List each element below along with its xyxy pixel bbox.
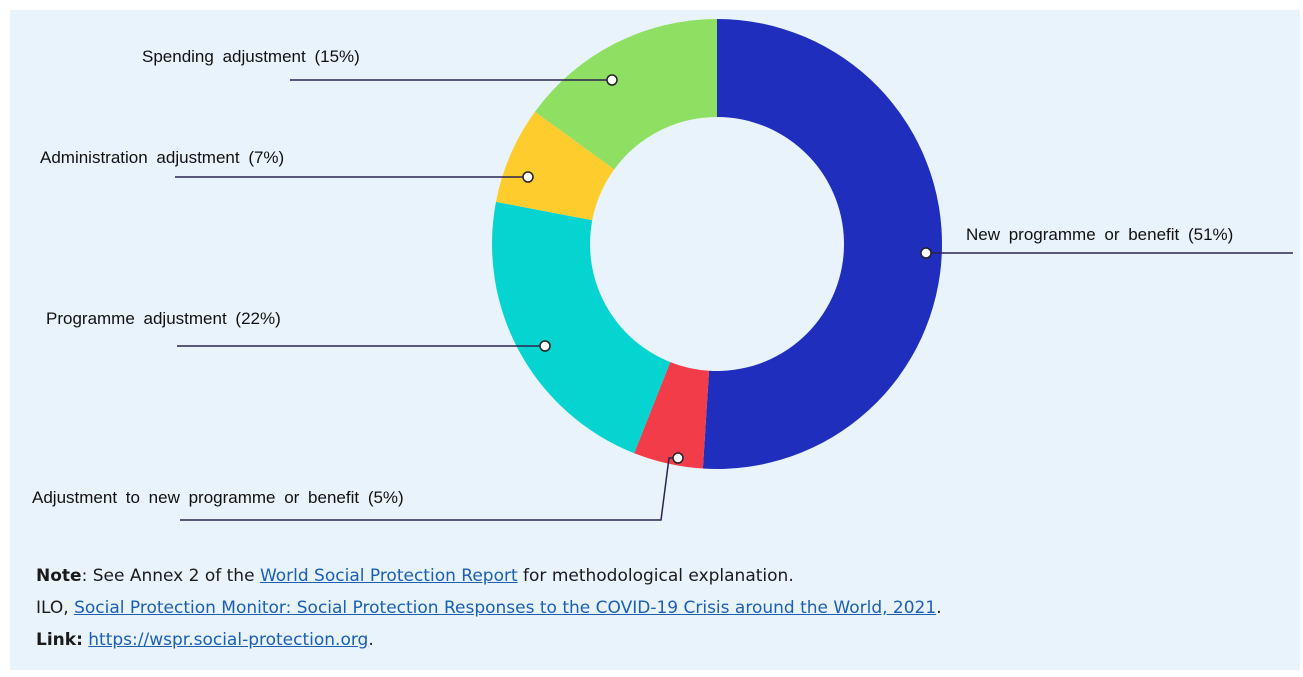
slice-spending-adjustment bbox=[534, 19, 717, 170]
slice-programme-adjustment bbox=[492, 201, 671, 454]
leader-dot-spending-adjustment bbox=[606, 74, 618, 86]
link-label: Link: bbox=[36, 630, 83, 650]
label-administration-adjustment: Administration adjustment (7%) bbox=[40, 148, 284, 167]
label-spending-adjustment: Spending adjustment (15%) bbox=[142, 47, 360, 66]
label-new-programme-or-benefit: New programme or benefit (51%) bbox=[966, 225, 1233, 244]
note-label: Note bbox=[36, 566, 82, 586]
source-suffix: . bbox=[936, 598, 942, 618]
wspr-report-link[interactable]: World Social Protection Report bbox=[259, 566, 518, 586]
wspr-url-link[interactable]: https://wspr.social-protection.org bbox=[88, 630, 369, 650]
slice-new-programme-or-benefit bbox=[702, 19, 943, 469]
source-prefix: ILO, bbox=[36, 598, 75, 618]
slice-labels: New programme or benefit (51%) Adjustment… bbox=[32, 47, 1233, 507]
slice-administration-adjustment bbox=[495, 111, 615, 221]
note-line: Note: See Annex 2 of the World Social Pr… bbox=[36, 560, 1286, 592]
leader-lines bbox=[175, 74, 1293, 521]
note-text-after: for methodological explanation. bbox=[517, 566, 794, 586]
leader-dot-new-programme-or-benefit bbox=[920, 247, 932, 259]
leader-dot-adjustment-to-new-programme-or-benefit bbox=[672, 452, 684, 464]
source-line: ILO, Social Protection Monitor: Social P… bbox=[36, 592, 1286, 624]
social-protection-monitor-link[interactable]: Social Protection Monitor: Social Protec… bbox=[74, 598, 937, 618]
label-adjustment-to-new-programme-or-benefit: Adjustment to new programme or benefit (… bbox=[32, 488, 404, 507]
slice-adjustment-to-new-programme-or-benefit bbox=[634, 362, 710, 469]
leader-dot-programme-adjustment bbox=[539, 340, 551, 352]
link-line: Link: https://wspr.social-protection.org… bbox=[36, 624, 1286, 656]
link-suffix: . bbox=[368, 630, 374, 650]
figure-notes: Note: See Annex 2 of the World Social Pr… bbox=[36, 560, 1286, 656]
note-text-before: : See Annex 2 of the bbox=[81, 566, 260, 586]
donut-slices bbox=[492, 19, 943, 469]
label-programme-adjustment: Programme adjustment (22%) bbox=[46, 309, 281, 328]
leader-dot-administration-adjustment bbox=[522, 171, 534, 183]
